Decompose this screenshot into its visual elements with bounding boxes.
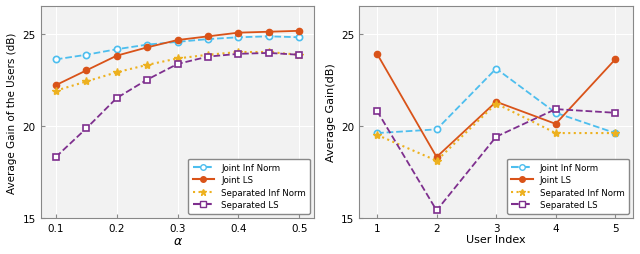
Legend: Joint Inf Norm, Joint LS, Separated Inf Norm, Separated LS: Joint Inf Norm, Joint LS, Separated Inf … [507, 159, 628, 214]
X-axis label: α: α [173, 234, 182, 247]
Y-axis label: Average Gain(dB): Average Gain(dB) [326, 63, 335, 162]
Y-axis label: Average Gain of the Users (dB): Average Gain of the Users (dB) [7, 32, 17, 193]
Legend: Joint Inf Norm, Joint LS, Separated Inf Norm, Separated LS: Joint Inf Norm, Joint LS, Separated Inf … [188, 159, 310, 214]
X-axis label: User Index: User Index [467, 234, 526, 244]
